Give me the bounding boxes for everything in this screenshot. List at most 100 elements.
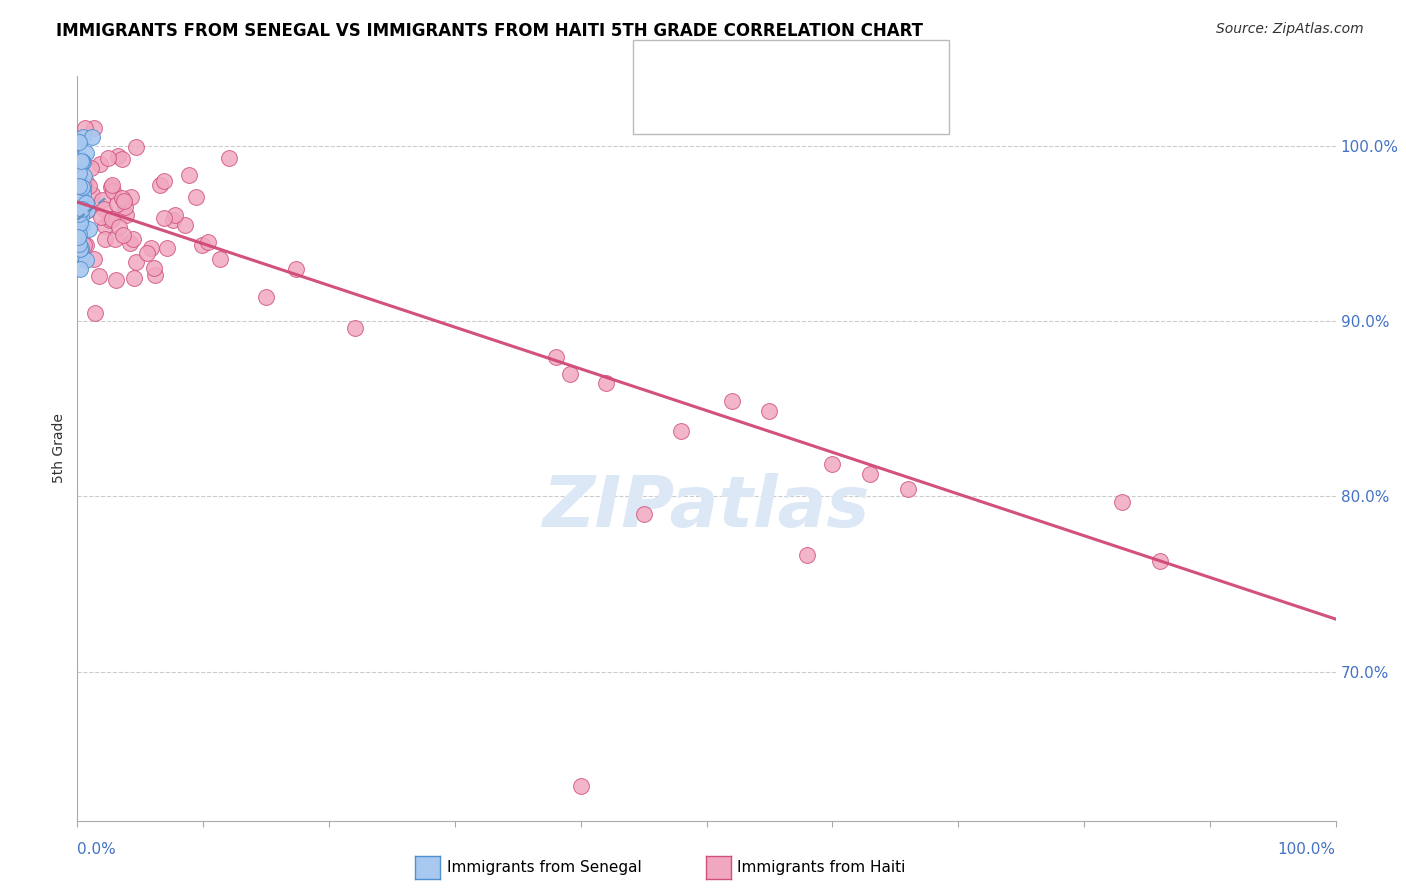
Text: R =: R = (689, 61, 717, 76)
Point (70, 247, 93, 261)
Text: IMMIGRANTS FROM SENEGAL VS IMMIGRANTS FROM HAITI 5TH GRADE CORRELATION CHART: IMMIGRANTS FROM SENEGAL VS IMMIGRANTS FR… (56, 22, 924, 40)
Point (1149, 553, 1171, 567)
Point (69, 202, 91, 217)
Point (67, 198, 90, 212)
Point (70, 218, 93, 232)
Point (84, 305, 107, 319)
Point (139, 241, 162, 255)
Point (89, 157, 111, 171)
Point (143, 260, 166, 275)
Point (67, 179, 90, 194)
Point (595, 376, 617, 390)
Point (111, 191, 134, 205)
Point (75, 253, 97, 268)
Point (184, 190, 207, 204)
Point (70, 187, 93, 202)
Point (796, 548, 818, 562)
Point (107, 149, 129, 163)
Point (70, 155, 93, 169)
Point (69, 215, 91, 229)
Point (111, 152, 134, 166)
Point (671, 424, 693, 438)
Point (70, 154, 93, 169)
Y-axis label: 5th Grade: 5th Grade (52, 413, 66, 483)
Point (77, 202, 100, 217)
Point (72, 237, 94, 252)
Point (66, 238, 89, 252)
Point (90, 194, 112, 208)
Text: Immigrants from Haiti: Immigrants from Haiti (737, 860, 905, 874)
Point (67, 213, 90, 227)
Point (75, 238, 97, 252)
Point (569, 779, 592, 793)
Point (111, 228, 134, 243)
Point (69, 188, 91, 202)
Point (77, 222, 100, 236)
Point (72, 178, 94, 192)
Point (94, 219, 117, 234)
Point (90, 210, 112, 224)
Point (72, 186, 94, 201)
Point (124, 255, 146, 269)
Point (98, 213, 121, 227)
Text: R =: R = (689, 101, 717, 116)
Text: ZIPatlas: ZIPatlas (543, 474, 870, 542)
Text: 0.167: 0.167 (734, 60, 786, 78)
Point (67, 212, 90, 227)
Point (105, 197, 128, 211)
Point (93, 232, 115, 246)
Text: -0.675: -0.675 (734, 99, 787, 117)
Point (343, 321, 366, 335)
Point (73, 169, 96, 183)
Point (112, 194, 135, 208)
Point (114, 208, 136, 222)
Point (136, 246, 159, 260)
Text: 0.0%: 0.0% (77, 842, 117, 856)
Point (101, 211, 124, 226)
Point (758, 404, 780, 418)
Point (67, 186, 90, 200)
Point (83, 252, 105, 267)
Point (82, 186, 104, 201)
Point (101, 184, 124, 198)
Point (125, 140, 148, 154)
Point (69, 215, 91, 229)
Point (100, 178, 122, 192)
Point (69, 242, 91, 256)
Point (544, 350, 567, 364)
Point (149, 178, 172, 192)
Point (1111, 495, 1133, 509)
Point (104, 232, 127, 246)
Point (218, 152, 240, 166)
Text: Source: ZipAtlas.com: Source: ZipAtlas.com (1216, 22, 1364, 37)
Point (197, 235, 219, 250)
Point (87, 269, 110, 284)
Point (83, 121, 105, 136)
Point (96, 152, 118, 166)
Point (124, 271, 146, 285)
Point (69, 202, 91, 216)
Point (165, 208, 187, 222)
Point (66, 198, 89, 212)
Point (67, 186, 90, 201)
Point (72, 130, 94, 145)
Point (67, 230, 90, 244)
Point (69, 182, 91, 196)
Point (153, 174, 176, 188)
Point (72, 183, 94, 197)
Point (75, 121, 97, 136)
Point (162, 213, 184, 227)
Point (67, 218, 90, 232)
Point (77, 179, 100, 194)
Point (80, 130, 103, 145)
Point (67, 166, 90, 180)
Point (897, 483, 920, 497)
Point (69, 212, 91, 227)
Point (69, 152, 91, 166)
Point (69, 197, 91, 211)
Point (69, 245, 91, 260)
Text: 100.0%: 100.0% (1278, 842, 1336, 856)
Point (67, 227, 90, 241)
Point (72, 155, 94, 169)
Point (254, 290, 277, 304)
